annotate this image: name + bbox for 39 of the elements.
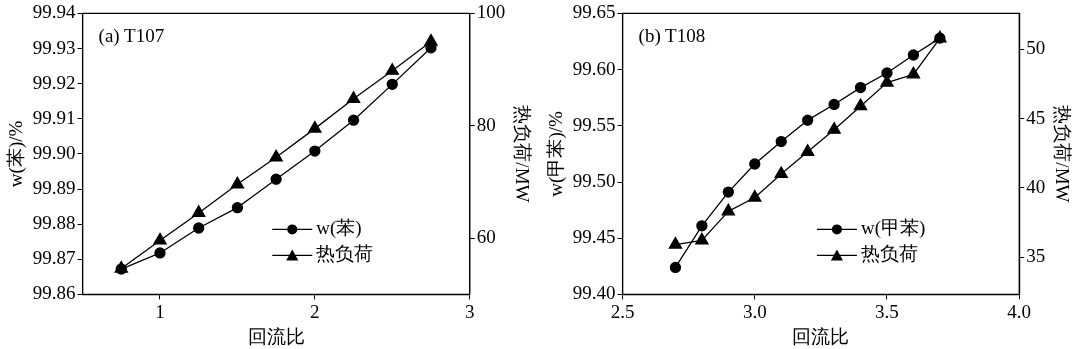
- legend-label: w(苯): [316, 217, 362, 240]
- y-tick-label: 99.90: [32, 141, 76, 163]
- y2-tick-label: 45: [1026, 106, 1046, 128]
- y2-tick-label: 50: [1026, 37, 1046, 59]
- y-tick-label: 99.89: [32, 177, 76, 199]
- x-tick-label: 3.5: [875, 300, 899, 322]
- x-tick-label: 3: [464, 300, 475, 322]
- y2-tick-label: 35: [1026, 245, 1046, 267]
- x-tick-label: 2: [310, 300, 320, 322]
- y-tick-label: 99.92: [32, 71, 76, 93]
- y-tick-label: 99.91: [32, 106, 76, 128]
- y-tick-label: 99.65: [572, 1, 616, 23]
- y-tick-label: 99.93: [32, 36, 76, 58]
- y2-tick-label: 80: [476, 113, 496, 135]
- x-tick-label: 4.0: [1007, 300, 1032, 322]
- x-tick-label: 1: [155, 300, 165, 322]
- y2-tick-label: 100: [476, 1, 506, 23]
- y-tick-label: 99.45: [572, 226, 616, 248]
- y2-tick-label: 40: [1026, 175, 1046, 197]
- y-tick-label: 99.87: [32, 247, 76, 269]
- y2-axis-title: 热负荷/MW: [511, 105, 533, 203]
- y-tick-label: 99.50: [572, 169, 616, 191]
- y-axis-title: w(苯)/%: [5, 120, 28, 188]
- y-tick-label: 99.60: [572, 57, 616, 79]
- y-tick-label: 99.86: [32, 282, 76, 304]
- x-tick-label: 3.0: [742, 300, 767, 322]
- y2-axis-title: 热负荷/MW: [1051, 105, 1073, 203]
- legend-label: 热负荷: [316, 243, 374, 265]
- annotation: (b) T108: [638, 24, 706, 47]
- legend-label: 热负荷: [860, 243, 918, 265]
- annotation: (a) T107: [98, 24, 165, 47]
- y-tick-label: 99.55: [572, 113, 616, 135]
- y-tick-label: 99.88: [32, 212, 76, 234]
- legend-label: w(甲苯): [860, 217, 926, 240]
- x-axis-title: 回流比: [792, 325, 850, 347]
- y-tick-label: 99.94: [32, 1, 77, 23]
- y2-tick-label: 60: [476, 226, 496, 248]
- x-axis-title: 回流比: [247, 325, 305, 347]
- y-axis-title: w(甲苯)/%: [545, 110, 568, 197]
